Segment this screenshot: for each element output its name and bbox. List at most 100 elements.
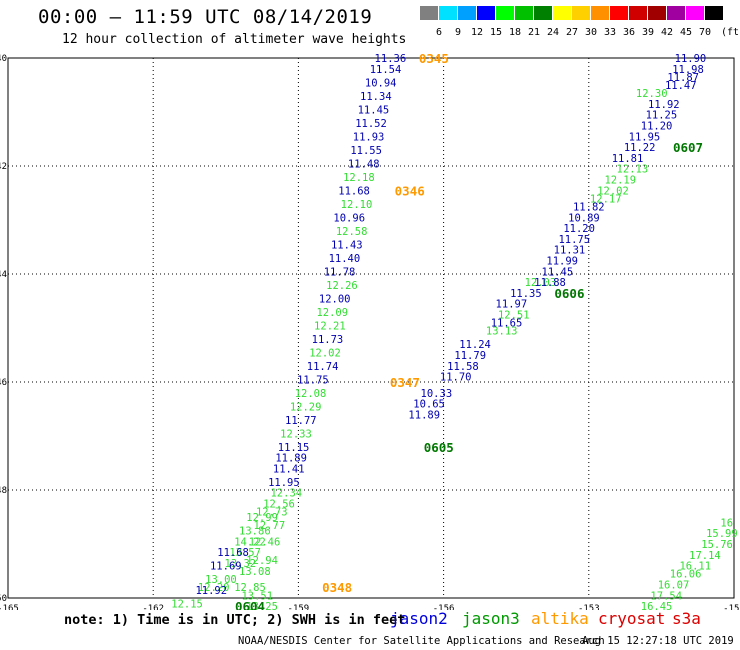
jason2-wave-height: 11.55 bbox=[350, 145, 382, 157]
jason2-wave-height: 11.45 bbox=[358, 104, 390, 116]
jason2-wave-height: 10.33 bbox=[421, 388, 453, 400]
pass-time-label: 0348 bbox=[322, 580, 352, 595]
jason2-wave-height: 11.58 bbox=[447, 361, 479, 373]
jason3-wave-height: 12.17 bbox=[590, 193, 622, 205]
scale-swatch bbox=[496, 6, 514, 20]
scale-swatch bbox=[515, 6, 533, 20]
jason3-wave-height: 12.46 bbox=[249, 536, 281, 548]
jason2-wave-height: 11.89 bbox=[408, 409, 440, 421]
jason2-wave-height: 11.52 bbox=[355, 118, 387, 130]
jason3-wave-height: 12.30 bbox=[636, 88, 668, 100]
longitude-label: -162 bbox=[142, 604, 164, 610]
scale-swatch bbox=[553, 6, 571, 20]
scale-swatch bbox=[629, 6, 647, 20]
jason3-wave-height: 12.02 bbox=[597, 185, 629, 197]
jason3-wave-height: 12.85 bbox=[234, 582, 266, 594]
jason2-wave-height: 11.43 bbox=[331, 239, 363, 251]
jason3-wave-height: 12.58 bbox=[336, 226, 368, 238]
scale-swatch bbox=[477, 6, 495, 20]
scale-label: 30 bbox=[584, 27, 598, 38]
jason2-wave-height: 11.36 bbox=[375, 53, 407, 65]
jason2-wave-height: 11.25 bbox=[646, 110, 678, 122]
jason2-wave-height: 11.78 bbox=[324, 266, 356, 278]
jason2-wave-height: 11.41 bbox=[273, 463, 305, 475]
jason3-wave-height: 12.13 bbox=[617, 164, 649, 176]
jason3-wave-height: 16.45 bbox=[641, 601, 673, 610]
jason2-wave-height: 11.73 bbox=[312, 334, 344, 346]
scale-label: 21 bbox=[527, 27, 541, 38]
jason2-wave-height: 11.68 bbox=[217, 547, 249, 559]
jason3-wave-height: 17.14 bbox=[689, 550, 721, 562]
jason3-wave-height: 12.20 bbox=[198, 582, 230, 594]
map-frame bbox=[7, 57, 735, 599]
scale-swatch bbox=[458, 6, 476, 20]
pass-time-label: 0346 bbox=[395, 183, 425, 198]
longitude-label: -156 bbox=[433, 604, 455, 610]
pass-time-label: 0607 bbox=[673, 140, 703, 155]
jason2-wave-height: 11.79 bbox=[454, 350, 486, 362]
jason2-wave-height: 11.40 bbox=[329, 253, 361, 265]
legend-jason2: jason2 bbox=[390, 609, 448, 628]
jason2-wave-height: 11.77 bbox=[285, 415, 317, 427]
jason2-wave-height: 10.94 bbox=[365, 77, 397, 89]
jason2-wave-height: 11.98 bbox=[672, 64, 704, 76]
longitude-label: -153 bbox=[578, 604, 600, 610]
jason2-wave-height: 11.87 bbox=[667, 72, 699, 84]
jason2-wave-height: 11.88 bbox=[534, 277, 566, 289]
scale-label: 42 bbox=[660, 27, 674, 38]
jason3-wave-height: 12.10 bbox=[341, 199, 373, 211]
jason2-wave-height: 11.15 bbox=[278, 442, 310, 454]
pass-time-label: 0606 bbox=[554, 286, 584, 301]
jason2-wave-height: 11.70 bbox=[440, 372, 472, 384]
jason2-wave-height: 11.90 bbox=[675, 53, 707, 65]
scale-label: 9 bbox=[454, 27, 462, 38]
jason3-wave-height: 12.77 bbox=[254, 520, 286, 532]
credit-text: NOAA/NESDIS Center for Satellite Applica… bbox=[238, 635, 605, 647]
pass-time-label: 0347 bbox=[390, 375, 420, 390]
jason2-wave-height: 11.35 bbox=[510, 288, 542, 300]
jason3-wave-height: 12.21 bbox=[314, 320, 346, 332]
latitude-label: -46 bbox=[0, 378, 7, 388]
jason3-wave-height: 13.57 bbox=[229, 547, 261, 559]
pass-time-label: 0604 bbox=[235, 599, 265, 610]
legend-cryosat: cryosat bbox=[598, 609, 666, 628]
jason2-wave-height: 11.45 bbox=[542, 266, 574, 278]
jason3-wave-height: 17.54 bbox=[650, 590, 682, 602]
jason3-wave-height: 15.76 bbox=[701, 539, 733, 551]
jason2-wave-height: 11.68 bbox=[338, 185, 370, 197]
jason2-wave-height: 10.65 bbox=[413, 399, 445, 411]
page-subtitle: 12 hour collection of altimeter wave hei… bbox=[62, 32, 407, 47]
jason2-wave-height: 11.89 bbox=[275, 453, 307, 465]
jason2-wave-height: 11.48 bbox=[348, 158, 380, 170]
jason3-wave-height: 12.08 bbox=[295, 388, 327, 400]
jason2-wave-height: 11.97 bbox=[496, 299, 528, 311]
longitude-label: -150 bbox=[723, 604, 740, 610]
jason3-wave-height: 12.18 bbox=[343, 172, 375, 184]
pass-time-label: 0345 bbox=[419, 51, 449, 66]
latitude-label: -44 bbox=[0, 270, 7, 280]
jason2-wave-height: 11.54 bbox=[370, 64, 402, 76]
jason3-wave-height: 12.15 bbox=[171, 598, 203, 610]
scale-label: 12 bbox=[470, 27, 484, 38]
jason2-wave-height: 10.96 bbox=[333, 212, 365, 224]
jason3-wave-height: 15.99 bbox=[706, 528, 738, 540]
jason3-wave-height: 13.00 bbox=[205, 574, 237, 586]
jason3-wave-height: 12.73 bbox=[256, 507, 288, 519]
scale-label: 36 bbox=[622, 27, 636, 38]
scale-label: 39 bbox=[641, 27, 655, 38]
jason3-wave-height: 13.51 bbox=[241, 590, 273, 602]
jason3-wave-height: 14.22 bbox=[234, 536, 266, 548]
scale-swatch bbox=[686, 6, 704, 20]
scale-swatch bbox=[667, 6, 685, 20]
scale-label: 33 bbox=[603, 27, 617, 38]
scale-swatch bbox=[591, 6, 609, 20]
jason2-wave-height: 11.20 bbox=[563, 223, 595, 235]
pass-time-label: 0605 bbox=[424, 440, 454, 455]
scale-label: 15 bbox=[489, 27, 503, 38]
jason3-wave-height: 12.33 bbox=[280, 428, 312, 440]
jason3-wave-height: 12.26 bbox=[326, 280, 358, 292]
jason2-wave-height: 11.31 bbox=[554, 245, 586, 257]
jason3-wave-height: 12.56 bbox=[263, 499, 295, 511]
jason3-wave-height: 16.07 bbox=[658, 580, 690, 592]
jason2-wave-height: 11.95 bbox=[629, 131, 661, 143]
